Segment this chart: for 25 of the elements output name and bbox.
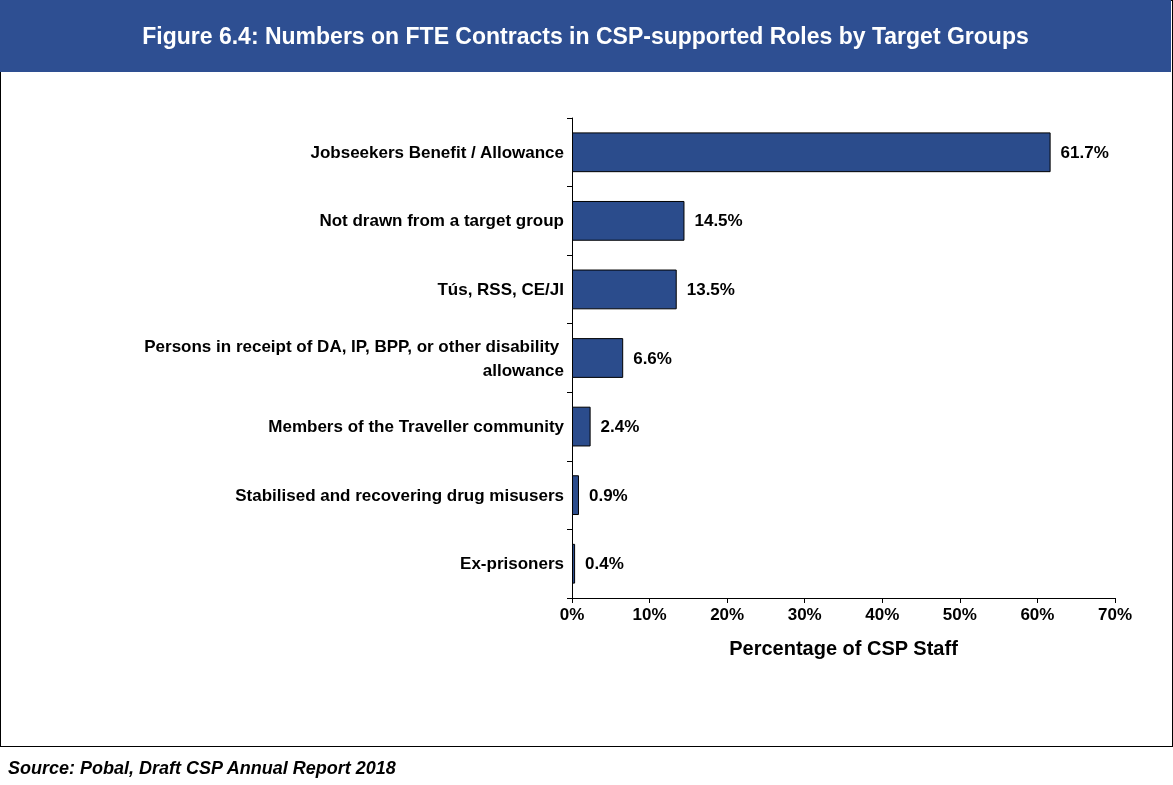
chart-title: Figure 6.4: Numbers on FTE Contracts in CSP-supported Roles by Target Groups: [0, 0, 1171, 72]
x-tick-label: 10%: [632, 605, 667, 624]
x-tick-label: 70%: [1097, 605, 1133, 624]
y-tick-label: Ex-prisoners: [460, 554, 564, 574]
x-tick-label: 30%: [787, 605, 822, 624]
x-tick-label: 20%: [710, 605, 745, 624]
data-label: 2.4%: [600, 417, 640, 437]
data-label: 0.4%: [585, 554, 624, 574]
data-label: 0.9%: [588, 485, 628, 505]
source-note: Source: Pobal, Draft CSP Annual Report 2018: [8, 758, 396, 779]
y-tick-label: Persons in receipt of DA, IP, BPP, or other disability allowance: [144, 336, 564, 380]
y-tick-label: Not drawn from a target group: [319, 211, 564, 231]
data-label: 61.7%: [1060, 142, 1109, 162]
y-tick-label: Stabilised and recovering drug misusers: [235, 485, 564, 505]
y-tick-label: Members of the Traveller community: [268, 417, 565, 437]
y-tick-label: Tús, RSS, CE/JI: [437, 279, 564, 299]
data-label: 6.6%: [633, 348, 672, 368]
x-tick-label: 60%: [1020, 605, 1055, 624]
x-tick-label: 40%: [865, 605, 900, 624]
data-label: 13.5%: [686, 279, 735, 299]
x-tick-label: 50%: [942, 605, 977, 624]
data-label: 14.5%: [694, 211, 743, 231]
y-tick-label: Jobseekers Benefit / Allowance: [310, 142, 564, 162]
x-axis-title: Percentage of CSP Staff: [729, 637, 959, 659]
x-tick-label: 0%: [559, 605, 585, 624]
